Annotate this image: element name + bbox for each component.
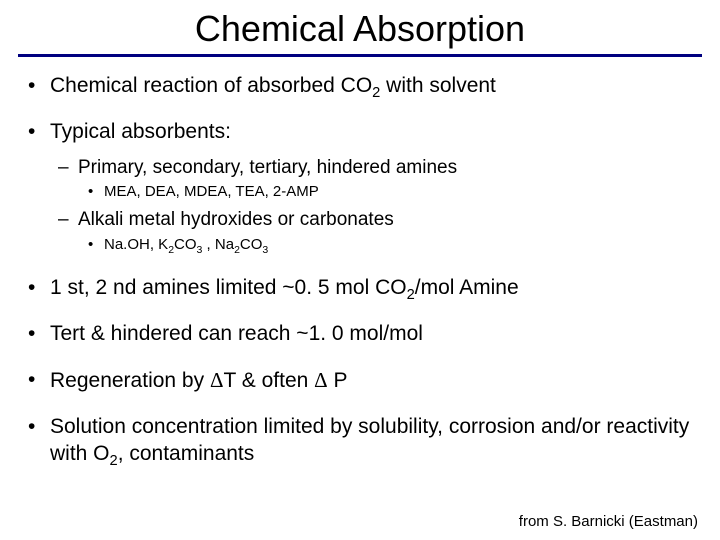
bullet-list-lvl3: Na.OH, K2CO3 , Na2CO3: [78, 236, 692, 255]
title-underline: [18, 54, 702, 57]
attribution: from S. Barnicki (Eastman): [519, 513, 698, 530]
slide-title: Chemical Absorption: [0, 0, 720, 54]
bullet-item: Tert & hindered can reach ~1. 0 mol/mol: [28, 321, 692, 347]
bullet-item: 1 st, 2 nd amines limited ~0. 5 mol CO2/…: [28, 275, 692, 301]
bullet-item: Primary, secondary, tertiary, hindered a…: [50, 156, 692, 203]
bullet-item: Solution concentration limited by solubi…: [28, 414, 692, 467]
bullet-item: Typical absorbents: Primary, secondary, t…: [28, 119, 692, 254]
bullet-text: MEA, DEA, MDEA, TEA, 2-AMP: [104, 183, 319, 200]
bullet-text: Solution concentration limited by solubi…: [50, 415, 689, 464]
bullet-text: Typical absorbents:: [50, 120, 231, 143]
bullet-text: Chemical reaction of absorbed CO2 with s…: [50, 74, 496, 97]
bullet-text: 1 st, 2 nd amines limited ~0. 5 mol CO2/…: [50, 276, 519, 299]
bullet-item: Na.OH, K2CO3 , Na2CO3: [78, 236, 692, 255]
bullet-item: Regeneration by ΔT & often Δ P: [28, 367, 692, 394]
bullet-item: Alkali metal hydroxides or carbonates Na.…: [50, 208, 692, 255]
bullet-text: Primary, secondary, tertiary, hindered a…: [78, 157, 457, 178]
bullet-list: Chemical reaction of absorbed CO2 with s…: [28, 73, 692, 467]
bullet-item: Chemical reaction of absorbed CO2 with s…: [28, 73, 692, 99]
bullet-list-lvl3: MEA, DEA, MDEA, TEA, 2-AMP: [78, 183, 692, 202]
bullet-text: Alkali metal hydroxides or carbonates: [78, 209, 394, 230]
slide-content: Chemical reaction of absorbed CO2 with s…: [0, 73, 720, 467]
bullet-item: MEA, DEA, MDEA, TEA, 2-AMP: [78, 183, 692, 202]
bullet-text: Na.OH, K2CO3 , Na2CO3: [104, 236, 268, 253]
bullet-text: Regeneration by ΔT & often Δ P: [50, 369, 348, 392]
bullet-list-lvl2: Primary, secondary, tertiary, hindered a…: [50, 156, 692, 255]
bullet-text: Tert & hindered can reach ~1. 0 mol/mol: [50, 322, 423, 345]
